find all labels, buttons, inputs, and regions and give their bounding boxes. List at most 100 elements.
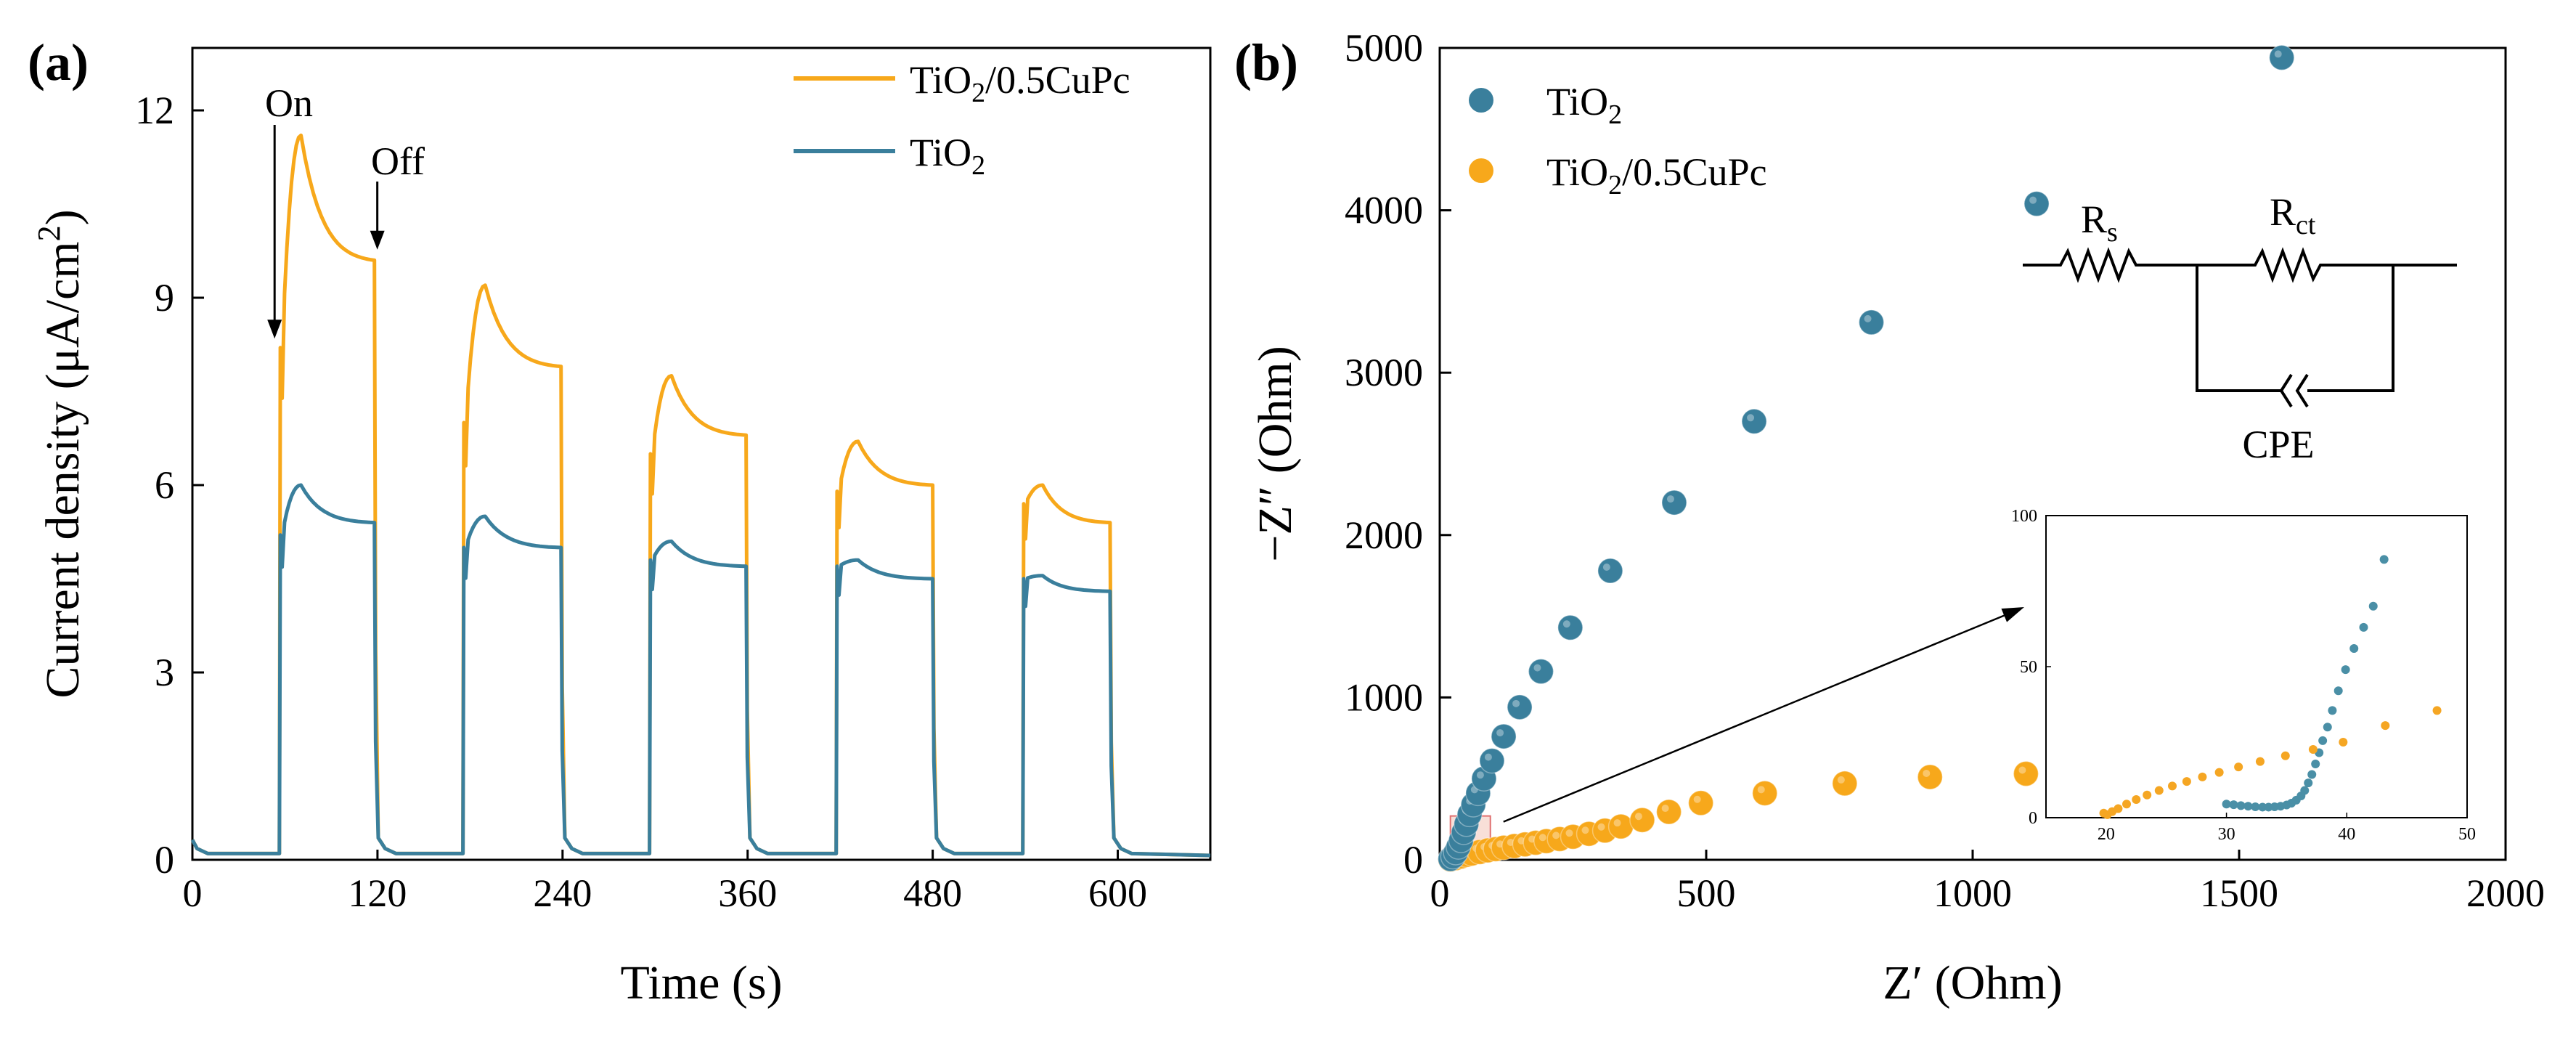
panel-b-y-tick-label: 0 <box>1403 838 1423 882</box>
inset-x-tick-label: 30 <box>2218 825 2235 844</box>
inset-cupc-point <box>2143 790 2152 800</box>
tio2-impedance-point <box>1597 558 1623 584</box>
tio2-impedance-point <box>1491 723 1517 749</box>
inset-cupc-point <box>2381 721 2390 731</box>
point-highlight <box>1747 414 1755 422</box>
panel-b-y-ticks: 0 1000 2000 3000 4000 5000 <box>1345 26 1451 882</box>
inset-cupc-point <box>2308 744 2318 754</box>
point-highlight <box>1562 620 1570 628</box>
point-highlight <box>1666 495 1674 503</box>
panel-a-label: (a) <box>28 33 89 92</box>
point-highlight <box>1693 795 1701 803</box>
panel-a-curves <box>190 133 1211 858</box>
point-highlight <box>2018 766 2026 774</box>
inset-plot-frame <box>2045 515 2468 818</box>
point-highlight <box>1565 829 1573 837</box>
inset-y-ticks: 0 50 100 <box>2011 507 2051 828</box>
panel-b-x-axis-label: Z′ (Ohm) <box>1883 956 2062 1009</box>
rs-resistor-icon <box>2023 247 2197 283</box>
panel-b-x-ticks: 0 500 1000 1500 2000 <box>1430 850 2545 915</box>
panel-b-x-tick-label: 1500 <box>2200 871 2278 915</box>
inset-tio2-point <box>2229 800 2238 810</box>
point-highlight <box>1634 813 1642 821</box>
panel-a-legend-cupc: TiO2/0.5CuPc <box>910 58 1130 108</box>
cupc-impedance-point <box>1832 770 1858 797</box>
inset-cupc-point <box>2198 772 2207 781</box>
panel-a-plot-frame <box>191 46 1212 861</box>
inset-x-tick-label: 20 <box>2098 825 2115 844</box>
rct-sub: ct <box>2296 210 2316 240</box>
inset-zoom-chart: 20 30 40 50 0 50 100 <box>2011 507 2476 844</box>
panel-a-legend: TiO2/0.5CuPc TiO2 <box>794 58 1130 181</box>
cpe-plate-right-icon <box>2295 373 2309 408</box>
point-highlight <box>1661 805 1669 813</box>
inset-cupc-point <box>2255 757 2265 766</box>
cupc-impedance-point <box>2013 760 2039 787</box>
point-highlight <box>1517 837 1525 845</box>
tio2-impedance-point <box>1557 614 1583 641</box>
inset-tio2-point <box>2323 723 2332 732</box>
panel-a-y-axis-label: Current density (μA/cm2) <box>31 209 89 698</box>
legend-b-cupc-rest: /0.5CuPc <box>1622 150 1767 194</box>
point-highlight <box>2274 50 2282 58</box>
tio2-impedance-point <box>1528 658 1554 685</box>
panel-a-current-density-chart: (a) 0 120 240 360 480 600 0 3 6 9 12 Time (s) Cur… <box>28 33 1212 1009</box>
inset-y-tick-label: 0 <box>2029 809 2037 828</box>
inset-tio2-point <box>2379 555 2389 564</box>
panel-b-legend: TiO2 TiO2/0.5CuPc <box>1469 80 1767 200</box>
inset-cupc-point <box>2339 738 2348 747</box>
inset-cupc-point <box>2168 781 2177 791</box>
panel-a-x-tick-label: 600 <box>1088 871 1147 915</box>
point-highlight <box>1837 776 1845 784</box>
point-highlight <box>1613 819 1621 827</box>
legend-cupc-rest: /0.5CuPc <box>985 58 1130 102</box>
zoom-arrow-icon <box>1503 607 2024 823</box>
inset-tio2-point <box>2304 778 2313 788</box>
panel-a-y-axis-label-superscript: 2 <box>31 225 67 241</box>
legend-b-tio2-sub: 2 <box>1608 99 1622 130</box>
panel-b-x-tick-label: 0 <box>1430 871 1450 915</box>
panel-a-y-ticks: 0 3 6 9 12 <box>135 89 204 882</box>
point-highlight <box>1864 314 1872 322</box>
panel-a-x-axis-label: Time (s) <box>620 956 782 1009</box>
cupc-impedance-point <box>1751 780 1778 807</box>
panel-b-label: (b) <box>1234 33 1298 92</box>
equivalent-circuit-diagram <box>2023 247 2457 408</box>
point-highlight <box>1484 753 1492 761</box>
inset-data-points <box>2099 555 2442 819</box>
off-annotation-label: Off <box>371 139 425 183</box>
panel-a-legend-tio2: TiO2 <box>910 131 985 181</box>
inset-tio2-point <box>2328 706 2337 715</box>
inset-tio2-point <box>2349 644 2359 654</box>
panel-a-x-tick-label: 480 <box>903 871 962 915</box>
inset-cupc-point <box>2122 800 2132 809</box>
panel-a-y-axis-label-base: Current density (μA/cm <box>36 241 89 698</box>
tio2-impedance-point <box>1661 489 1687 516</box>
panel-a-y-tick-label: 12 <box>135 89 174 132</box>
point-highlight <box>1512 699 1520 707</box>
zoom-arrow-head <box>2001 607 2024 622</box>
rs-label: Rs <box>2081 198 2118 248</box>
inset-tio2-point <box>2258 802 2267 812</box>
panel-b-y-tick-label: 2000 <box>1345 513 1423 557</box>
point-highlight <box>1581 826 1589 834</box>
panel-a-y-tick-label: 0 <box>155 838 174 882</box>
zoom-arrow-shaft <box>1503 610 2015 823</box>
inset-tio2-point <box>2222 800 2231 809</box>
panel-a-x-tick-label: 0 <box>183 871 203 915</box>
panel-a-y-axis-label-close: ) <box>36 209 89 225</box>
point-highlight <box>1597 823 1605 831</box>
inset-tio2-point <box>2236 801 2246 810</box>
panel-b-y-axis-label: −Z″ (Ohm) <box>1249 346 1302 561</box>
inset-x-tick-label: 50 <box>2458 825 2476 844</box>
cpe-plate-left-icon <box>2279 373 2293 408</box>
rs-base: R <box>2081 198 2107 241</box>
point-highlight <box>2029 196 2037 204</box>
inset-cupc-point <box>2182 777 2191 786</box>
panel-a-y-tick-label: 3 <box>155 651 174 694</box>
panel-a-y-tick-label: 6 <box>155 463 174 507</box>
panel-a-x-tick-label: 240 <box>533 871 592 915</box>
inset-cupc-point <box>2114 804 2123 813</box>
panel-b-y-tick-label: 1000 <box>1345 675 1423 719</box>
point-highlight <box>1552 831 1560 839</box>
